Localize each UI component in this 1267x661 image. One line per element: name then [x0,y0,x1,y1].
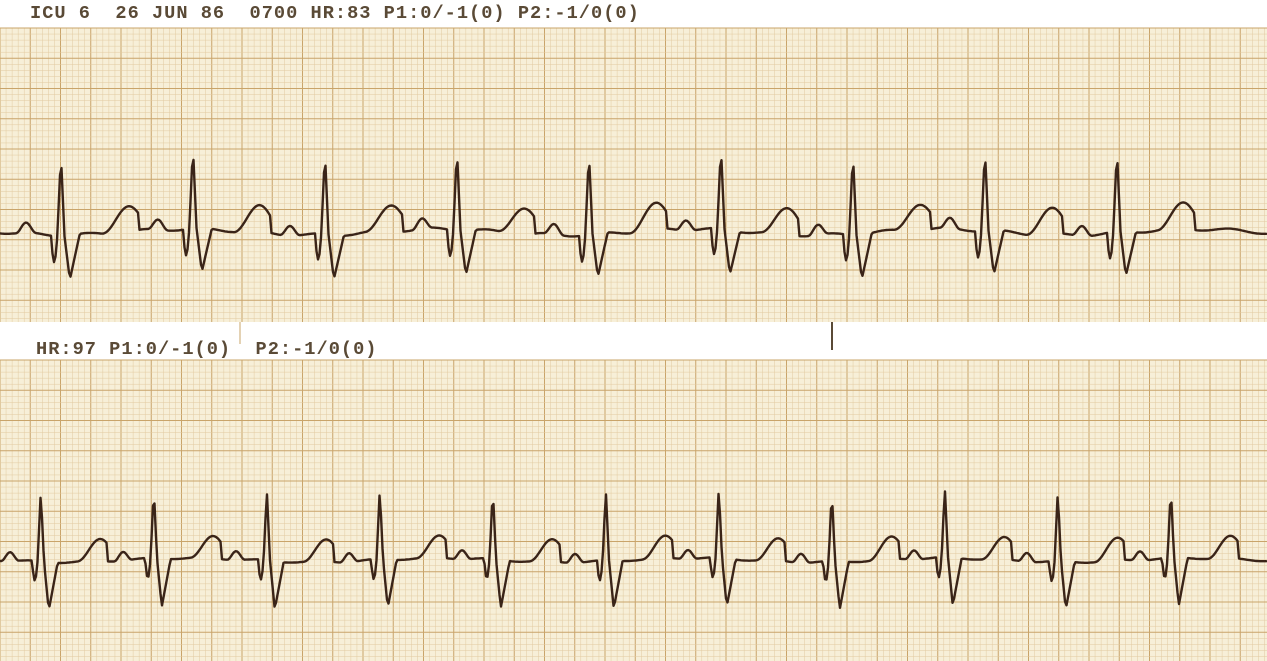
strip-2-header: HR:97 P1:0/-1(0) P2:-1/0(0) [36,338,377,360]
ecg-page: ICU 6 26 JUN 86 0700 HR:83 P1:0/-1(0) P2… [0,0,1267,661]
ecg-strip-2-svg [0,0,1267,661]
